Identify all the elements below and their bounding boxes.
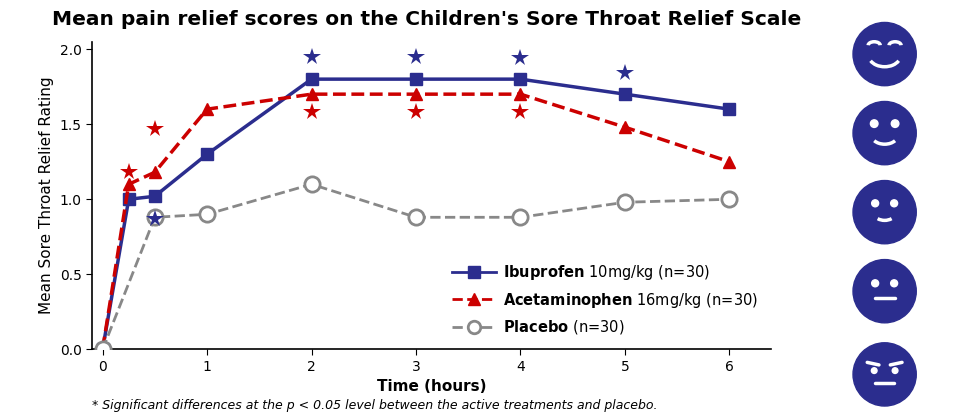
Circle shape <box>852 260 916 323</box>
Circle shape <box>852 343 916 406</box>
Circle shape <box>870 368 876 374</box>
Circle shape <box>871 280 878 287</box>
Circle shape <box>852 22 916 86</box>
Circle shape <box>871 200 878 207</box>
Text: * Significant differences at the p < 0.05 level between the active treatments an: * Significant differences at the p < 0.0… <box>92 399 657 412</box>
Circle shape <box>852 102 916 165</box>
Circle shape <box>890 280 896 287</box>
Circle shape <box>852 181 916 244</box>
Circle shape <box>891 120 898 127</box>
Y-axis label: Mean Sore Throat Relief Rating: Mean Sore Throat Relief Rating <box>39 77 54 314</box>
Legend: $\bf{Ibuprofen}$ 10mg/kg (n=30), $\bf{Acetaminophen}$ 16mg/kg (n=30), $\bf{Place: $\bf{Ibuprofen}$ 10mg/kg (n=30), $\bf{Ac… <box>446 257 763 342</box>
Circle shape <box>890 200 896 207</box>
X-axis label: Time (hours): Time (hours) <box>377 379 485 394</box>
Circle shape <box>891 368 897 374</box>
Circle shape <box>869 120 877 127</box>
Text: Mean pain relief scores on the Children's Sore Throat Relief Scale: Mean pain relief scores on the Children'… <box>52 10 800 30</box>
